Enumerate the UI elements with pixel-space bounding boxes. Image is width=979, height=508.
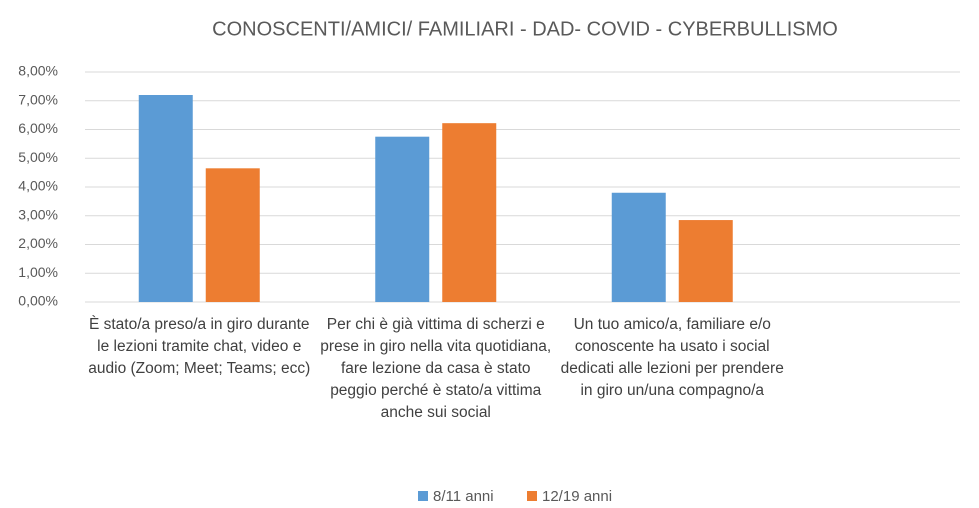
legend-swatch <box>527 491 537 501</box>
y-tick-label: 6,00% <box>18 120 58 136</box>
x-tick-label: È stato/a preso/a in giro durante le lez… <box>88 316 311 377</box>
y-tick-label: 1,00% <box>18 264 58 280</box>
y-tick-label: 5,00% <box>18 149 58 165</box>
legend-label: 8/11 anni <box>433 488 494 505</box>
bar <box>138 95 193 302</box>
y-tick-label: 2,00% <box>18 235 58 251</box>
y-tick-label: 0,00% <box>18 293 58 309</box>
y-tick-label: 8,00% <box>18 63 58 79</box>
legend-swatch <box>418 491 428 501</box>
y-tick-label: 7,00% <box>18 91 58 107</box>
legend-label: 12/19 anni <box>542 488 612 505</box>
bar <box>611 192 666 302</box>
y-tick-label: 4,00% <box>18 178 58 194</box>
y-tick-label: 3,00% <box>18 206 58 222</box>
x-tick-label: Per chi è già vittima di scherzi e prese… <box>320 316 552 421</box>
bar <box>442 123 497 302</box>
x-tick-label: Un tuo amico/a, familiare e/o conoscente… <box>560 316 784 399</box>
bar <box>678 220 733 302</box>
bar <box>375 136 430 302</box>
chart-title: CONOSCENTI/AMICI/ FAMILIARI - DAD- COVID… <box>212 18 838 40</box>
bar <box>205 168 260 302</box>
